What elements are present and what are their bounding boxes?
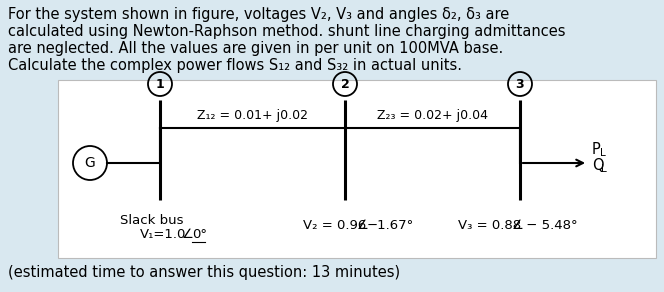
Text: ∠: ∠	[182, 228, 194, 241]
Text: (estimated time to answer this question: 13 minutes): (estimated time to answer this question:…	[8, 265, 400, 280]
Text: V₃ = 0.88: V₃ = 0.88	[458, 219, 521, 232]
Text: V₂ = 0.96: V₂ = 0.96	[303, 219, 367, 232]
Text: P: P	[592, 142, 601, 157]
Text: Calculate the complex power flows S₁₂ and S₃₂ in actual units.: Calculate the complex power flows S₁₂ an…	[8, 58, 462, 73]
Text: 0°: 0°	[192, 228, 207, 241]
Text: 3: 3	[516, 77, 525, 91]
Text: Z₁₂ = 0.01+ j0.02: Z₁₂ = 0.01+ j0.02	[197, 109, 308, 122]
Text: L: L	[600, 148, 606, 158]
Text: 1: 1	[155, 77, 165, 91]
Text: For the system shown in figure, voltages V₂, V₃ and angles δ₂, δ₃ are: For the system shown in figure, voltages…	[8, 7, 509, 22]
Text: L: L	[601, 164, 607, 174]
Text: −1.67°: −1.67°	[367, 219, 414, 232]
Text: calculated using Newton-Raphson method. shunt line charging admittances: calculated using Newton-Raphson method. …	[8, 24, 566, 39]
Text: Slack bus: Slack bus	[120, 214, 184, 227]
FancyBboxPatch shape	[58, 80, 656, 258]
Text: 2: 2	[341, 77, 349, 91]
Text: Z₂₃ = 0.02+ j0.04: Z₂₃ = 0.02+ j0.04	[377, 109, 488, 122]
Text: are neglected. All the values are given in per unit on 100MVA base.: are neglected. All the values are given …	[8, 41, 503, 56]
Text: G: G	[84, 156, 96, 170]
Text: Q: Q	[592, 157, 604, 173]
Text: V₁=1.0: V₁=1.0	[140, 228, 187, 241]
Text: ∠: ∠	[357, 219, 369, 232]
Text: ∠: ∠	[512, 219, 524, 232]
Text: − 5.48°: − 5.48°	[522, 219, 578, 232]
